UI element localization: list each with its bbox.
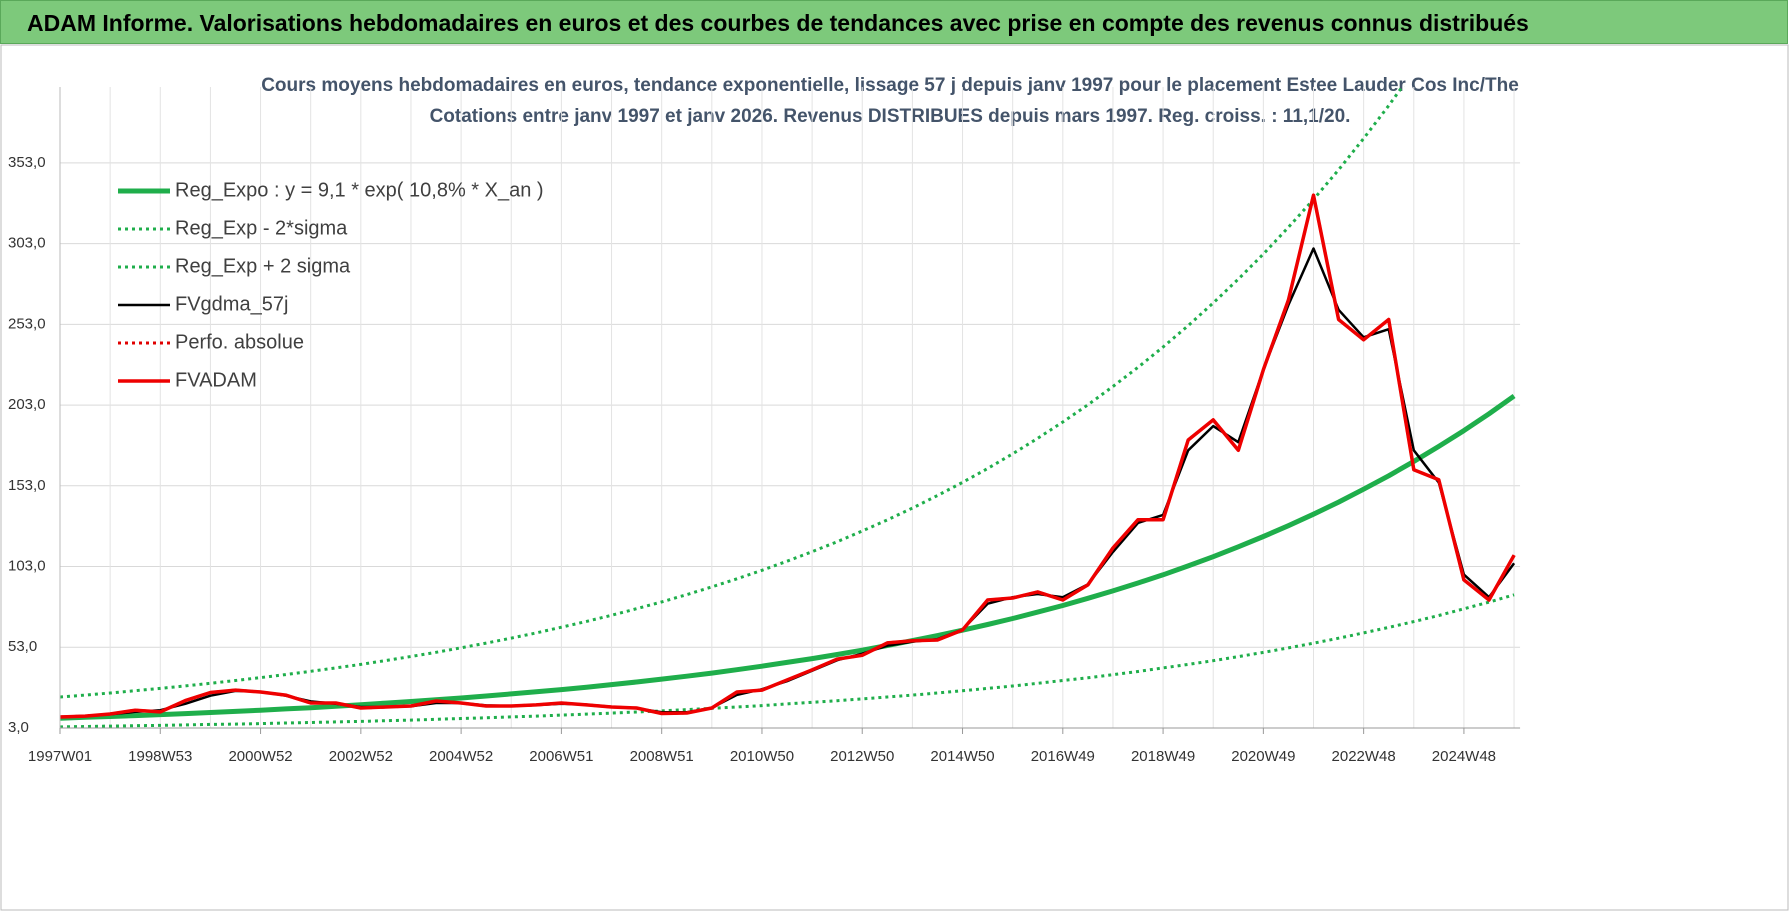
legend-label: FVgdma_57j <box>175 293 288 315</box>
y-tick-label: 53,0 <box>8 638 37 655</box>
legend-label: Reg_Exp - 2*sigma <box>175 217 348 239</box>
x-tick-label: 2010W50 <box>730 748 794 765</box>
legend-label: Reg_Exp + 2 sigma <box>175 255 351 277</box>
legend-label: Reg_Expo : y = 9,1 * exp( 10,8% * X_an ) <box>175 179 544 201</box>
y-tick-label: 353,0 <box>8 154 46 171</box>
x-tick-label: 2020W49 <box>1231 748 1295 765</box>
x-tick-label: 2004W52 <box>429 748 493 765</box>
x-tick-label: 2016W49 <box>1031 748 1095 765</box>
y-tick-label: 103,0 <box>8 558 46 575</box>
x-tick-label: 2022W48 <box>1332 748 1396 765</box>
y-tick-label: 253,0 <box>8 315 46 332</box>
x-tick-label: 2006W51 <box>529 748 593 765</box>
x-tick-label: 2018W49 <box>1131 748 1195 765</box>
series-line <box>60 193 1516 719</box>
legend-label: FVADAM <box>175 369 257 391</box>
chart-frame <box>0 44 1789 911</box>
x-tick-label: 1998W53 <box>128 748 192 765</box>
x-tick-label: 1997W01 <box>28 748 92 765</box>
legend-label: Perfo. absolue <box>175 331 304 353</box>
x-tick-label: 2008W51 <box>630 748 694 765</box>
series-line <box>60 86 1405 699</box>
y-tick-label: 3,0 <box>8 719 29 736</box>
header-bar: ADAM Informe. Valorisations hebdomadaire… <box>0 0 1788 44</box>
x-tick-label: 2002W52 <box>329 748 393 765</box>
y-tick-label: 203,0 <box>8 396 46 413</box>
x-tick-label: 2012W50 <box>830 748 894 765</box>
x-tick-label: 2000W52 <box>228 748 292 765</box>
chart-subtitle: Cotations entre janv 1997 et janv 2026. … <box>430 106 1351 127</box>
chart-title: Cours moyens hebdomadaires en euros, ten… <box>261 75 1519 96</box>
x-tick-label: 2024W48 <box>1432 748 1496 765</box>
y-tick-label: 153,0 <box>8 477 46 494</box>
y-tick-label: 303,0 <box>8 235 46 252</box>
series-line <box>60 393 1516 721</box>
x-tick-label: 2014W50 <box>930 748 994 765</box>
